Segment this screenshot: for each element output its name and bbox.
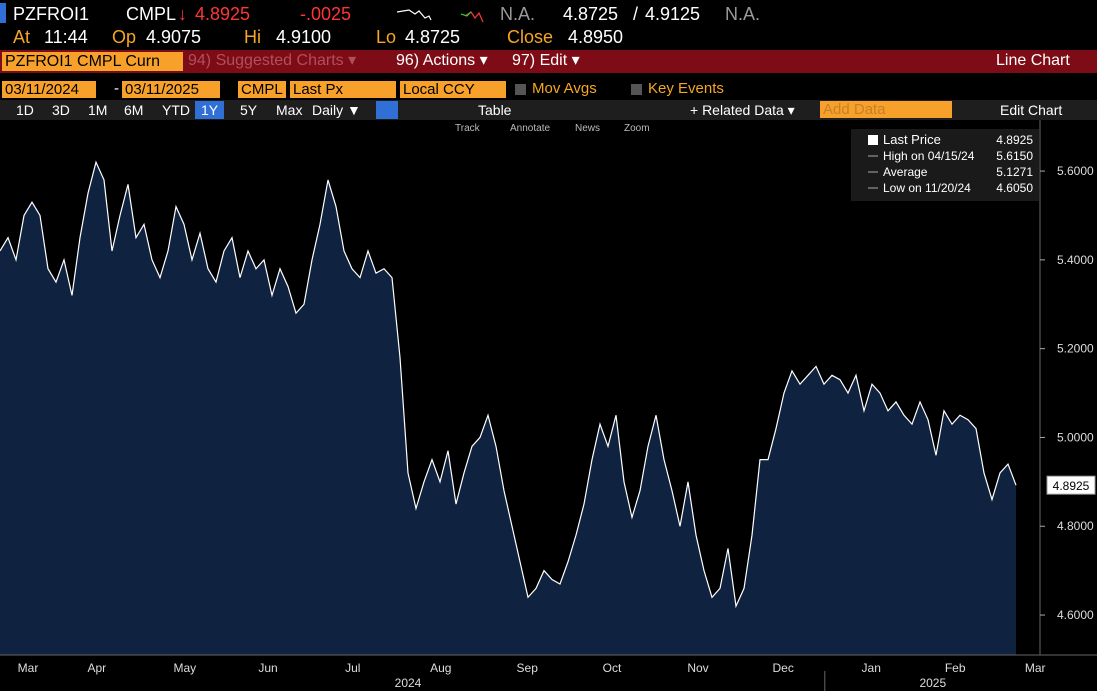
y-tick-label: 5.4000 (1057, 253, 1094, 267)
y-tick-label: 4.6000 (1057, 608, 1094, 622)
price-line (0, 160, 1017, 609)
y-tick-label: 5.6000 (1057, 164, 1094, 178)
x-tick-label: Jan (862, 661, 881, 675)
bid: 4.8725 (563, 4, 619, 24)
period-button[interactable]: 1D (16, 102, 34, 118)
close: 4.8950 (568, 27, 624, 47)
currency-input[interactable]: Local CCY (400, 81, 506, 98)
start-date[interactable]: 03/11/2024 (2, 81, 96, 98)
mov-avgs[interactable]: Mov Avgs (532, 80, 597, 97)
edit-menu[interactable]: 97) Edit ▾ (512, 52, 580, 69)
x-tick-label: May (173, 661, 196, 675)
x-tick-label: Nov (687, 661, 708, 675)
op-label: Op (112, 27, 137, 47)
legend-box (851, 129, 1039, 201)
x-tick-label: Sep (517, 661, 539, 675)
year-label: 2025 (919, 676, 946, 690)
add-data[interactable]: Add Data (820, 101, 952, 118)
last-price-tag (1046, 475, 1096, 495)
date-dash: - (114, 80, 119, 97)
lo-label: Lo (376, 27, 397, 47)
slash: / (633, 4, 639, 24)
legend-swatch (868, 135, 878, 145)
source-input[interactable]: CMPL (238, 81, 286, 98)
chart-tool[interactable]: Zoom (624, 123, 650, 134)
legend-value: 5.1271 (996, 165, 1033, 179)
chart: Track Annotate News Zoom 4.6000 4.8000 5.0000 5… (0, 120, 1097, 691)
close-label: Close (507, 27, 554, 47)
x-tick-label: Aug (430, 661, 451, 675)
edit-chart[interactable]: Edit Chart (1000, 102, 1063, 118)
last-price: 4.8925 (195, 4, 251, 24)
chart-tool[interactable]: News (575, 123, 600, 134)
hi-label: Hi (244, 27, 261, 47)
checkbox[interactable] (515, 84, 526, 95)
table-button[interactable]: Table (478, 102, 512, 118)
y-tick-label: 4.8000 (1057, 519, 1094, 533)
legend-value: 5.6150 (996, 149, 1033, 163)
hi: 4.9100 (276, 27, 332, 47)
x-tick-label: Dec (773, 661, 794, 675)
at: 11:44 (44, 27, 88, 47)
period-button[interactable]: Max (276, 102, 303, 118)
chart-mode: Line Chart (996, 52, 1070, 69)
source: CMPL (126, 4, 177, 24)
period-button[interactable]: 5Y (240, 102, 258, 118)
ask-na: N.A. (725, 4, 761, 24)
x-tick-label: Oct (603, 661, 622, 675)
toolbar (0, 50, 1097, 73)
legend-value: 4.8925 (996, 133, 1033, 147)
frequency[interactable]: Daily ▼ (312, 102, 361, 118)
at-label: At (13, 27, 31, 47)
lo: 4.8725 (405, 27, 461, 47)
arrow: ↓ (178, 4, 187, 24)
y-tick-label: 5.2000 (1057, 342, 1094, 356)
change: -.0025 (300, 4, 352, 24)
period-button[interactable]: 1M (88, 102, 108, 118)
period-button[interactable]: 1Y (195, 101, 225, 119)
period-button[interactable]: YTD (162, 102, 190, 118)
legend-label: Last Price (883, 132, 941, 147)
chart-tool[interactable]: Annotate (510, 123, 550, 134)
period-button[interactable]: 3D (52, 102, 70, 118)
legend-value: 4.6050 (996, 181, 1033, 195)
ask: 4.9125 (645, 4, 701, 24)
field-input[interactable]: Last Px (290, 81, 396, 98)
period-button[interactable]: 6M (124, 102, 144, 118)
line-icon[interactable] (376, 101, 398, 119)
legend-label: Low on 11/20/24 (883, 181, 971, 195)
security-input[interactable]: PZFROI1 CMPL Curn (2, 52, 183, 71)
related-data[interactable]: + Related Data ▾ (690, 102, 795, 118)
legend-label: High on 04/15/24 (883, 149, 975, 163)
y-tick-label: 5.0000 (1057, 430, 1094, 444)
last-price-tag-label: 4.8925 (1053, 479, 1090, 493)
chart-tool[interactable]: Track (455, 123, 481, 134)
x-tick-label: Mar (1025, 661, 1046, 675)
op: 4.9075 (146, 27, 202, 47)
bid-na: N.A. (500, 4, 536, 24)
x-tick-label: Jun (258, 661, 277, 675)
x-tick-label: Jul (345, 661, 360, 675)
actions-menu[interactable]: 96) Actions ▾ (396, 52, 488, 69)
sparklines (396, 9, 484, 23)
checkbox[interactable] (631, 84, 642, 95)
area (0, 162, 1016, 656)
x-tick-label: Mar (18, 661, 39, 675)
end-date[interactable]: 03/11/2025 (122, 81, 220, 98)
x-tick-label: Feb (945, 661, 966, 675)
x-tick-label: Apr (87, 661, 106, 675)
legend-label: Average (883, 165, 928, 179)
ticker: PZFROI1 (13, 4, 90, 24)
ticker-marker (0, 3, 6, 23)
suggested-charts[interactable]: 94) Suggested Charts ▾ (188, 52, 357, 69)
key-events[interactable]: Key Events (648, 80, 724, 97)
year-label: 2024 (395, 676, 422, 690)
